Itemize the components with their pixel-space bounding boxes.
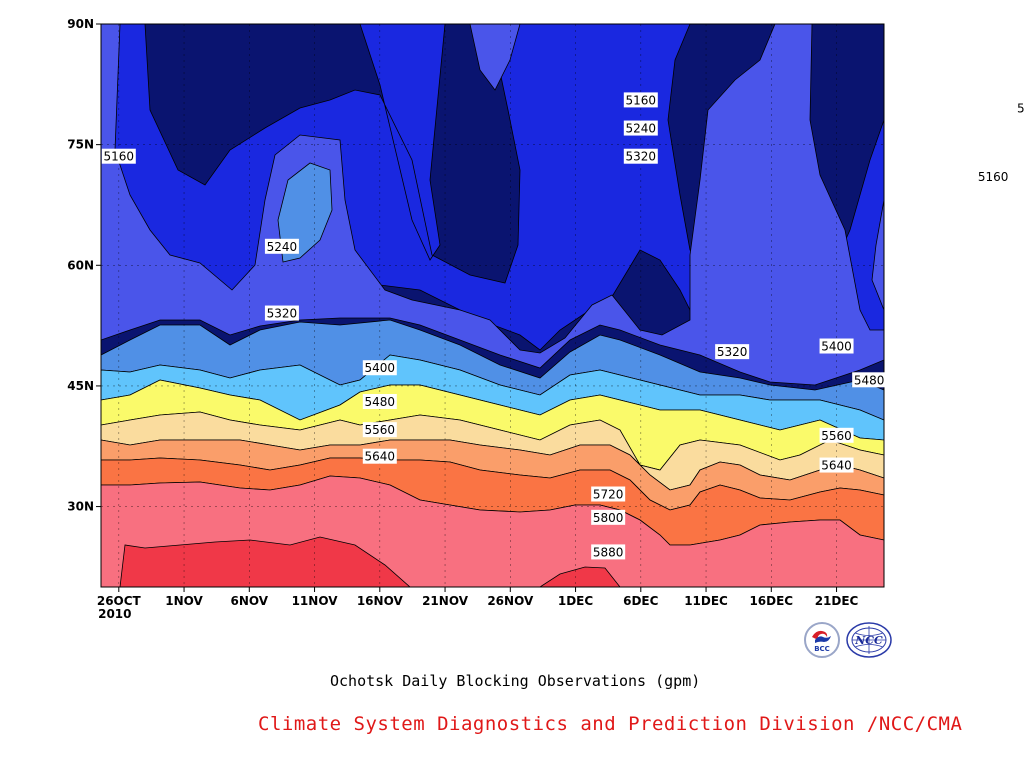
contour-label: 5560	[819, 427, 854, 443]
contour-label: 5160	[101, 148, 136, 164]
contour-label-bg	[362, 360, 397, 376]
contour-label-bg	[1015, 100, 1024, 116]
band-5320-island	[277, 162, 333, 263]
band-above-5880-dec	[539, 566, 621, 587]
contour-labels: 5160516052405320524053205240516051605160…	[101, 92, 1024, 560]
contour-label: 5320	[715, 344, 750, 360]
contour-label: 5400	[362, 360, 397, 376]
y-tick-label: 45N	[67, 379, 94, 393]
x-tick-label: 1DEC	[558, 594, 594, 608]
y-tick-label: 75N	[67, 138, 94, 152]
contour-label-text: 5320	[626, 150, 657, 164]
contour-label: 5240	[1015, 100, 1024, 116]
band-5240-island-east	[871, 199, 884, 311]
x-tick-label: 1NOV	[165, 594, 203, 608]
contour-label-text: 5720	[593, 488, 624, 502]
x-tick-label: 21NOV	[422, 594, 469, 608]
contour-label-text: 5240	[267, 240, 298, 254]
bcc-logo-text: BCC	[814, 645, 830, 653]
contour-label-text: 5160	[978, 170, 1009, 184]
contour-label-text: 5240	[1017, 101, 1024, 115]
contour-label-bg	[362, 394, 397, 410]
band-5240-island-north	[469, 24, 521, 91]
y-tick-label: 90N	[67, 17, 94, 31]
contour-label: 5640	[362, 448, 397, 464]
contour-label-bg	[264, 305, 299, 321]
contour-label: 5400	[819, 338, 854, 354]
contour-label-text: 5560	[821, 429, 852, 443]
contour-label: 5160	[976, 168, 1011, 184]
contour-label-text: 5640	[365, 450, 396, 464]
contour-label-bg	[591, 544, 626, 560]
contour-label-bg	[362, 422, 397, 438]
contour-label: 5800	[591, 509, 626, 525]
contour-label: 5320	[623, 148, 658, 164]
contour-label-bg	[819, 338, 854, 354]
x-year-label: 2010	[98, 607, 131, 621]
contour-label-text: 5400	[821, 340, 852, 354]
contour-label-bg	[623, 92, 658, 108]
contour-label-text: 5480	[365, 395, 396, 409]
contour-label-text: 5160	[104, 150, 135, 164]
x-axis: 26OCT 1NOV 6NOV 11NOV 16NOV 21NOV 26NOV 1DEC 6DE…	[97, 587, 859, 621]
bcc-logo: BCC	[804, 622, 840, 658]
credit-text: Climate System Diagnostics and Predictio…	[258, 713, 963, 735]
contour-label-text: 5480	[854, 373, 885, 387]
contour-label-bg	[715, 344, 750, 360]
contour-label-bg	[819, 427, 854, 443]
contour-label: 5240	[623, 120, 658, 136]
contour-label: 5480	[362, 394, 397, 410]
contour-label-bg	[623, 120, 658, 136]
ncc-logo-text: NCC	[854, 634, 883, 647]
x-tick-label: 21DEC	[815, 594, 859, 608]
x-tick-label: 26OCT	[97, 594, 142, 608]
contour-label-text: 5160	[626, 93, 657, 107]
contour-label: 5320	[264, 305, 299, 321]
contour-label-text: 5640	[821, 459, 852, 473]
contour-label: 5560	[362, 422, 397, 438]
x-tick-label: 6DEC	[623, 594, 659, 608]
band-5240-5320	[101, 24, 884, 386]
x-tick-label: 11NOV	[292, 594, 339, 608]
plot-frame	[100, 23, 885, 588]
contour-label-bg	[623, 148, 658, 164]
y-tick-label: 30N	[67, 500, 94, 514]
contour-label-bg	[819, 457, 854, 473]
contour-label: 5160	[623, 92, 658, 108]
contour-label: 5480	[852, 372, 887, 388]
x-tick-label: 16DEC	[749, 594, 793, 608]
contour-label: 5880	[591, 544, 626, 560]
contour-label-text: 5560	[365, 423, 396, 437]
x-tick-label: 26NOV	[487, 594, 534, 608]
contour-label-text: 5400	[365, 361, 396, 375]
contour-label-bg	[591, 486, 626, 502]
contour-label: 5720	[591, 486, 626, 502]
contour-label-bg	[101, 148, 136, 164]
contour-label: 5240	[264, 238, 299, 254]
contour-label-bg	[976, 168, 1011, 184]
contour-label: 5640	[819, 457, 854, 473]
chart-title: Ochotsk Daily Blocking Observations (gpm…	[330, 672, 701, 690]
contour-label-bg	[264, 238, 299, 254]
ncc-logo: NCC	[846, 622, 892, 658]
contour-label-text: 5320	[717, 345, 748, 359]
contour-label-text: 5320	[267, 307, 298, 321]
contour-label-bg	[591, 509, 626, 525]
y-axis: 30N 45N 60N 75N 90N	[67, 17, 101, 514]
contour-label-text: 5880	[593, 545, 624, 559]
contour-label-bg	[362, 448, 397, 464]
y-tick-label: 60N	[67, 258, 94, 272]
band-above-5880	[119, 536, 411, 587]
contour-label-text: 5800	[593, 511, 624, 525]
contour-label-text: 5240	[626, 122, 657, 136]
x-tick-label: 11DEC	[684, 594, 728, 608]
plot-area	[101, 24, 884, 587]
contour-label-bg	[852, 372, 887, 388]
x-tick-label: 6NOV	[231, 594, 269, 608]
x-tick-label: 16NOV	[357, 594, 404, 608]
